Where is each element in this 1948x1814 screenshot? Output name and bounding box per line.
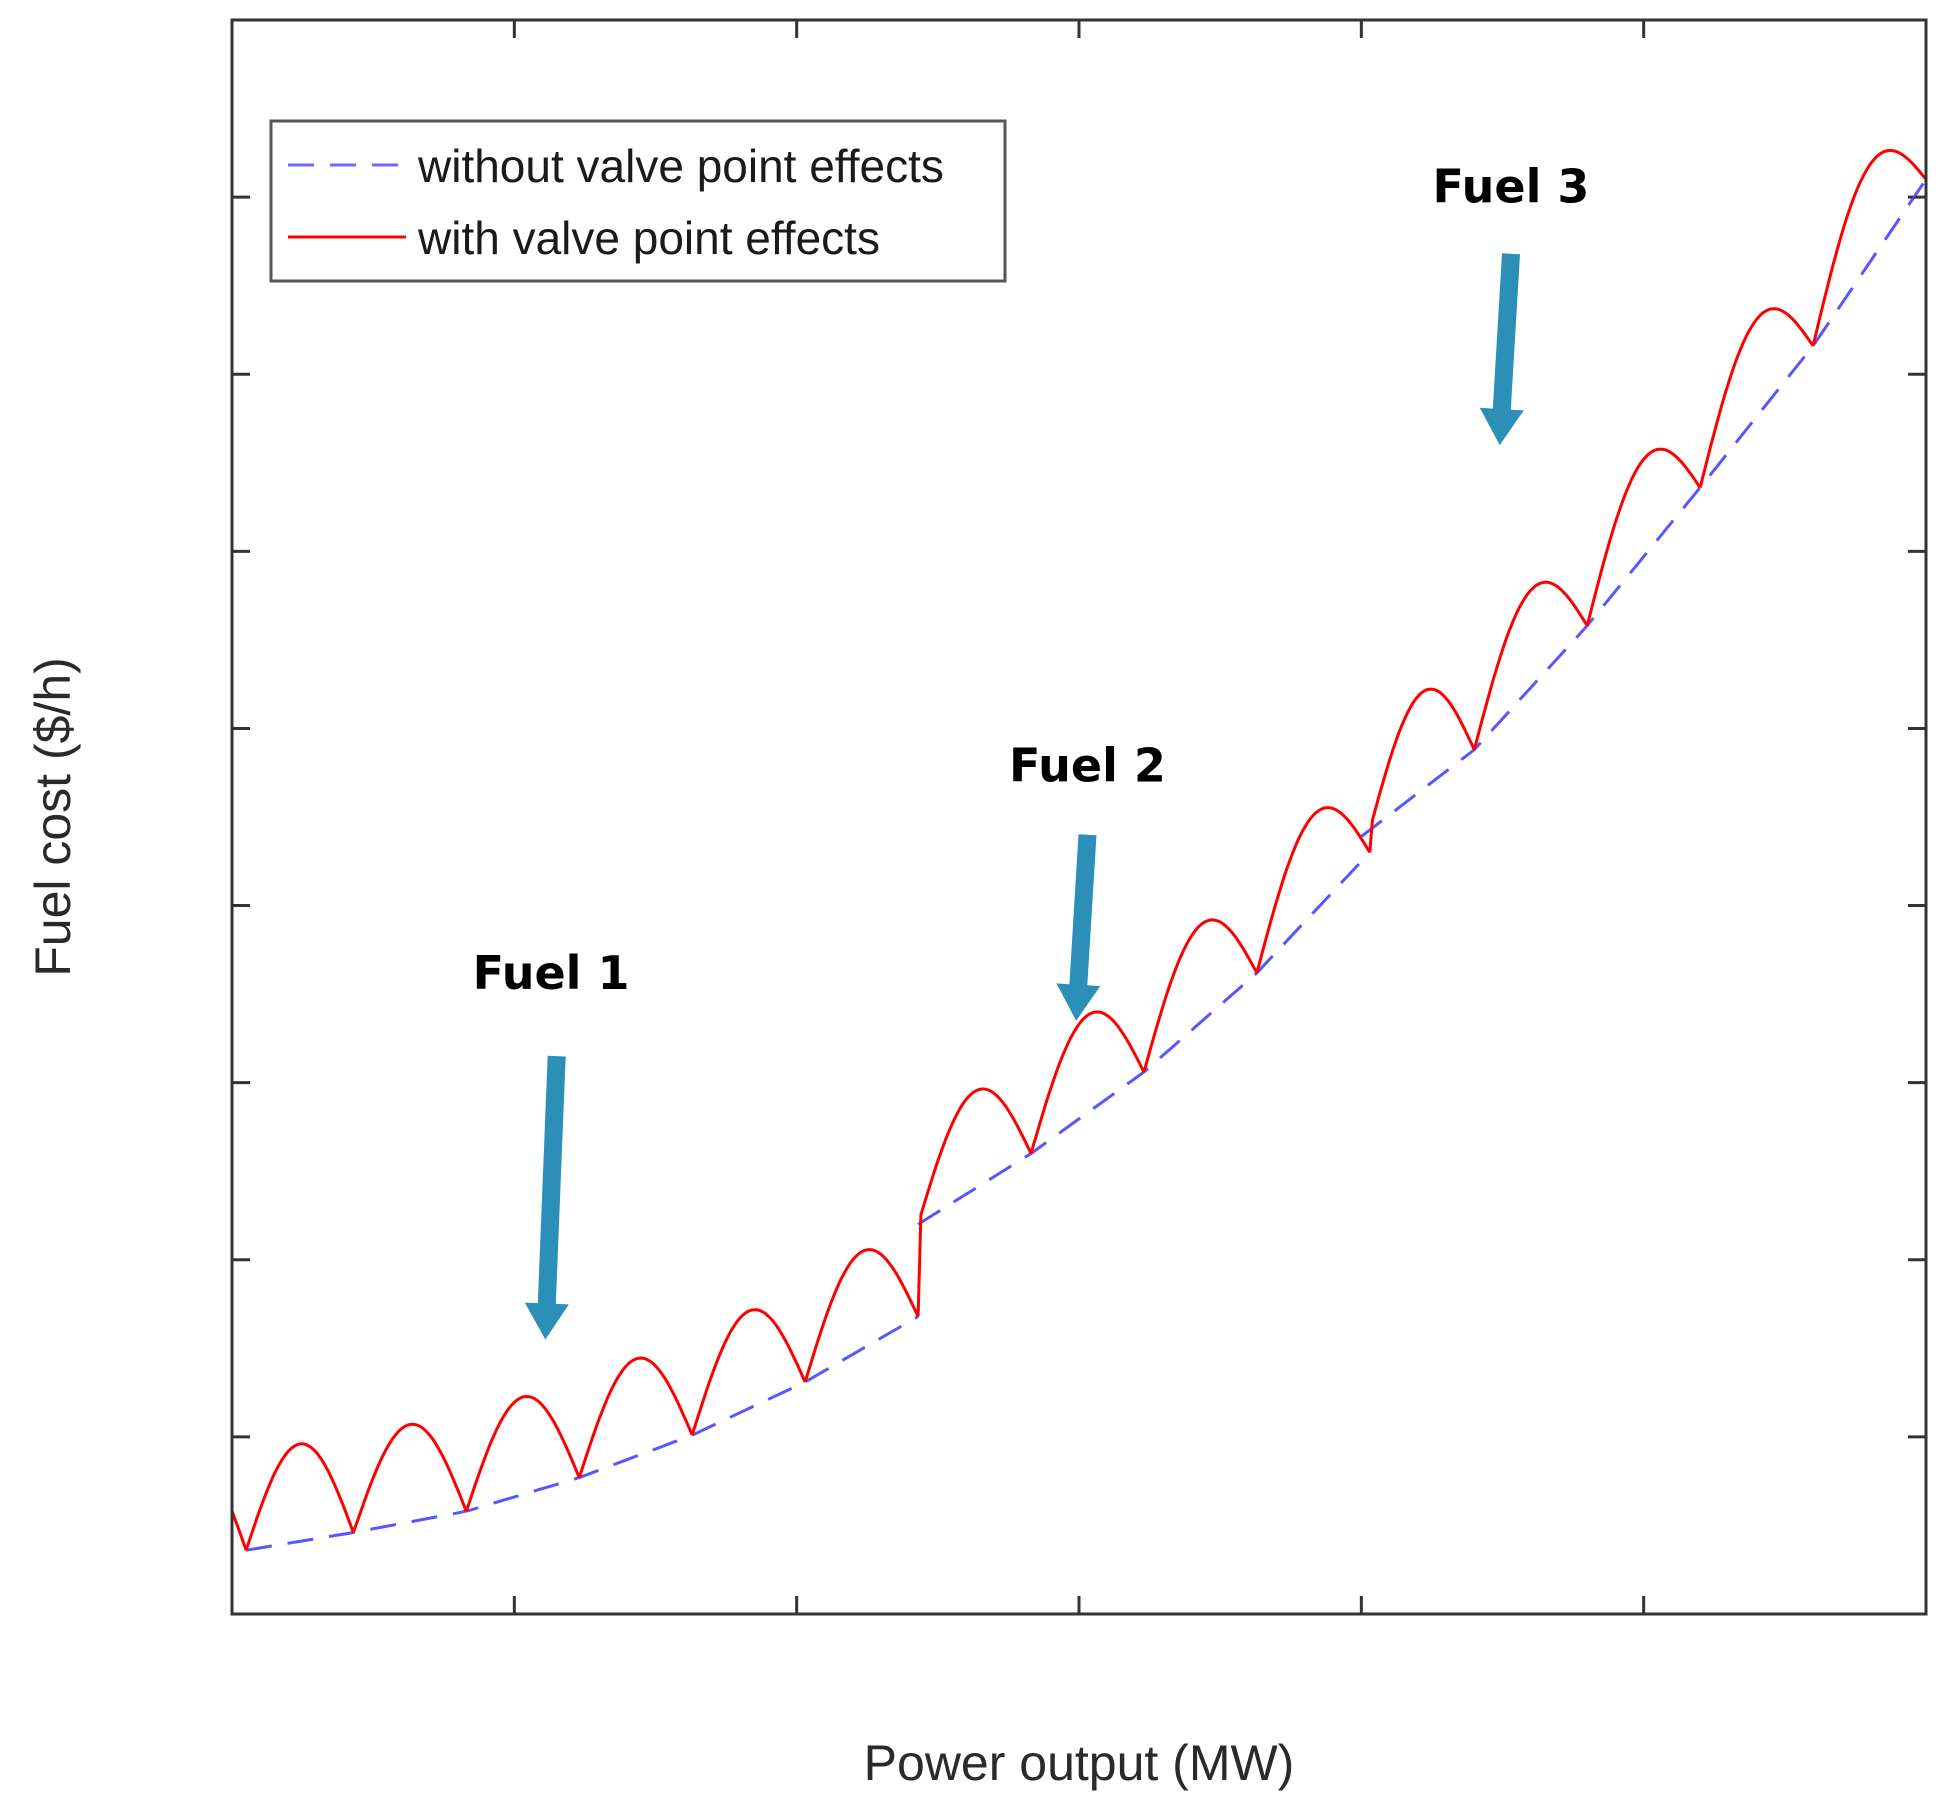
- with-curve-arch-11: [1255, 806, 1372, 974]
- plot-background: [232, 20, 1926, 1614]
- series-layer: [232, 149, 1926, 1552]
- annotation-fuel-3: Fuel 3: [1433, 159, 1590, 213]
- legend: without valve point effects with valve p…: [269, 119, 1007, 283]
- annotation-layer: Fuel 1 Fuel 2 Fuel 3: [473, 159, 1590, 1340]
- tick-layer: [230, 20, 1928, 1614]
- with-curve-arch-14: [1585, 447, 1702, 627]
- axes-frame: [230, 18, 1928, 1616]
- with-curve-arch-5: [577, 1356, 694, 1479]
- without-curve-segment-3: [1360, 178, 1926, 838]
- with-curve-arch-15: [1698, 307, 1815, 488]
- with-curve-arch-8: [916, 1087, 1033, 1317]
- y-axis-title: Fuel cost ($/h): [25, 657, 81, 977]
- with-curve-arch-16: [1811, 149, 1926, 347]
- legend-label-with: with valve point effects: [417, 212, 880, 264]
- arrow-fuel-1: [524, 1055, 569, 1340]
- with-curve-arch-10: [1142, 918, 1259, 1073]
- with-curve-arch-9: [1029, 1010, 1146, 1154]
- x-axis-title: Power output (MW): [864, 1735, 1295, 1791]
- with-curve-arch-7: [803, 1248, 920, 1383]
- with-curve-arch-13: [1472, 580, 1589, 751]
- with-curve-arch-2: [244, 1442, 355, 1551]
- annotation-fuel-2: Fuel 2: [1009, 739, 1166, 793]
- arrow-fuel-3: [1479, 253, 1524, 446]
- arrow-fuel-2: [1056, 834, 1101, 1021]
- annotation-fuel-1: Fuel 1: [473, 946, 630, 1000]
- with-curve-arch-4: [464, 1394, 581, 1512]
- with-curve-arch-6: [690, 1308, 807, 1436]
- legend-box: [269, 119, 1007, 283]
- with-curve-arch-3: [351, 1422, 468, 1533]
- legend-label-without: without valve point effects: [417, 140, 944, 192]
- with-curve-arch-12: [1368, 687, 1476, 853]
- with-curve-arch-1: [232, 1510, 248, 1551]
